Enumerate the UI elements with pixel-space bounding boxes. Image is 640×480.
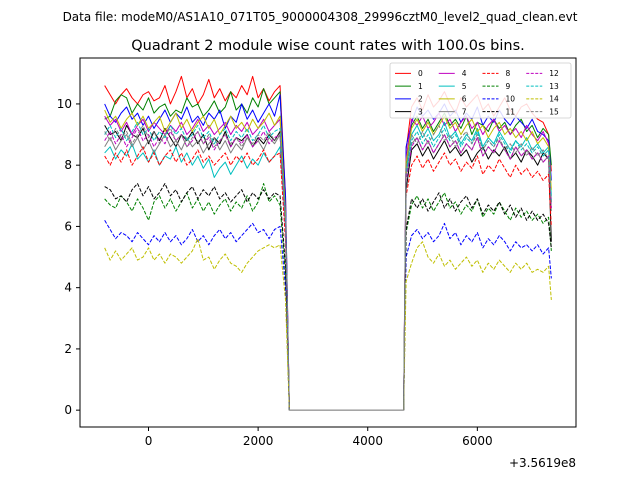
series-14-line-0 [104, 238, 290, 411]
legend-item-3: 3 [395, 107, 423, 116]
series-13 [104, 121, 552, 411]
legend-label: 15 [549, 107, 559, 116]
y-tick-label: 0 [64, 403, 72, 417]
series-15-line-0 [104, 124, 290, 411]
legend-label: 9 [506, 82, 511, 91]
series-11 [104, 183, 552, 411]
legend-item-2: 2 [395, 95, 423, 104]
series-3-line-0 [104, 124, 290, 411]
x-tick-label: 4000 [352, 434, 383, 448]
y-tick-label: 2 [64, 342, 72, 356]
legend-label: 14 [549, 95, 559, 104]
series-2-line-0 [104, 94, 290, 411]
chart-title: Quadrant 2 module wise count rates with … [131, 38, 525, 54]
legend-item-15: 15 [526, 107, 559, 116]
legend-item-14: 14 [526, 95, 559, 104]
y-tick-label: 10 [57, 97, 72, 111]
legend-item-4: 4 [438, 69, 467, 78]
series-10 [104, 220, 552, 411]
series-15 [104, 124, 552, 411]
legend-item-8: 8 [482, 69, 511, 78]
series-4-line-0 [104, 115, 290, 411]
legend-item-5: 5 [438, 82, 467, 91]
series-15-line-1 [403, 124, 552, 411]
x-tick-label: 2000 [243, 434, 274, 448]
legend-item-1: 1 [395, 82, 423, 91]
legend-label: 5 [462, 82, 467, 91]
series-8-line-1 [403, 152, 552, 411]
legend-label: 8 [506, 69, 511, 78]
legend-item-12: 12 [526, 69, 559, 78]
series-8-line-0 [104, 146, 290, 411]
legend-item-10: 10 [482, 95, 516, 104]
series-6 [104, 109, 552, 411]
legend-item-6: 6 [438, 95, 467, 104]
y-tick-label: 8 [64, 158, 72, 172]
series-14 [104, 238, 552, 411]
series-7-line-0 [104, 134, 290, 411]
y-axis: 0 2 4 6 8 10 [57, 97, 80, 417]
legend-item-11: 11 [482, 107, 516, 116]
legend-label: 7 [462, 107, 467, 116]
legend-label: 0 [418, 69, 423, 78]
series-4 [104, 112, 552, 411]
series-11-line-0 [104, 183, 290, 411]
legend-label: 12 [549, 69, 559, 78]
series-4-line-1 [403, 112, 552, 411]
legend-item-9: 9 [482, 82, 511, 91]
series-14-line-1 [403, 241, 552, 411]
legend-label: 6 [462, 95, 467, 104]
series-5 [104, 121, 552, 411]
series-8 [104, 146, 552, 411]
legend-label: 4 [462, 69, 467, 78]
legend-item-7: 7 [438, 107, 467, 116]
legend-label: 13 [549, 82, 559, 91]
x-tick-label: 6000 [462, 434, 493, 448]
legend-label: 11 [506, 107, 516, 116]
legend-label: 2 [418, 95, 423, 104]
legend-label: 3 [418, 107, 423, 116]
x-tick-label: 0 [145, 434, 153, 448]
y-tick-label: 6 [64, 219, 72, 233]
series-10-line-1 [403, 222, 552, 411]
series-11-line-1 [403, 192, 552, 411]
series-13-line-1 [403, 127, 552, 411]
series-5-line-0 [104, 143, 290, 411]
series-5-line-1 [403, 121, 552, 411]
data-file-caption: Data file: modeM0/AS1A10_071T05_90000043… [63, 10, 578, 24]
series-3 [104, 124, 552, 411]
legend-item-0: 0 [395, 69, 423, 78]
series-13-line-0 [104, 121, 290, 411]
series-6-line-0 [104, 109, 290, 411]
series-10-line-0 [104, 220, 290, 411]
x-axis: 0 2000 4000 6000 [145, 427, 493, 448]
legend-label: 1 [418, 82, 423, 91]
legend-item-13: 13 [526, 82, 559, 91]
x-offset-label: +3.5619e8 [509, 456, 576, 470]
axes-frame [79, 57, 577, 428]
legend-box [389, 62, 572, 119]
y-tick-label: 4 [64, 281, 72, 295]
series-1-line-0 [104, 88, 290, 411]
series-6-line-1 [403, 115, 552, 411]
series-3-line-1 [403, 140, 552, 411]
legend-label: 10 [506, 95, 516, 104]
